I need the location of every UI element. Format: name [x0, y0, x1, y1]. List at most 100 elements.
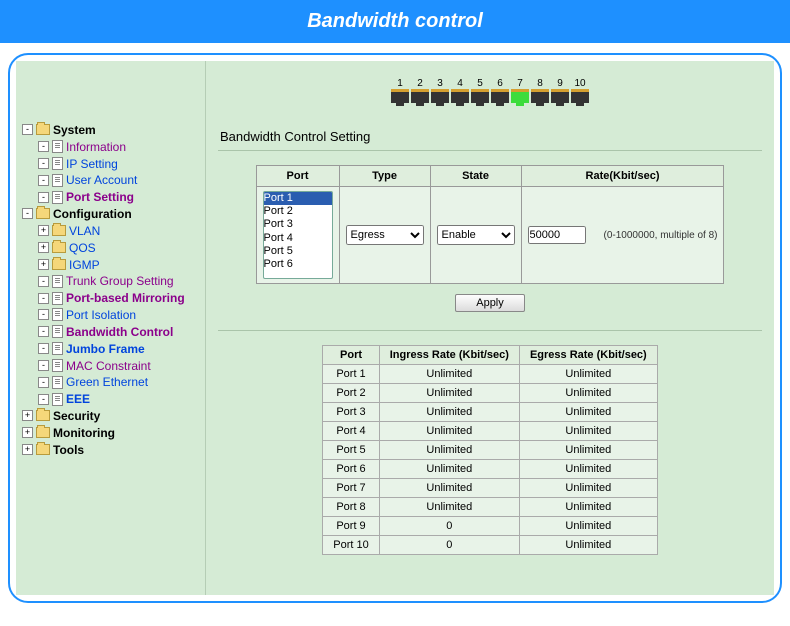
nav-item[interactable]: MAC Constraint — [66, 358, 151, 372]
port-number: 5 — [470, 78, 490, 89]
folder-icon — [52, 242, 66, 253]
status-egress: Unlimited — [519, 479, 657, 498]
port-icon — [431, 89, 449, 103]
port-number: 6 — [490, 78, 510, 89]
rate-input[interactable] — [528, 226, 586, 244]
tree-expand-icon[interactable]: + — [22, 427, 33, 438]
tree-expand-icon[interactable]: - — [38, 394, 49, 405]
folder-icon — [52, 225, 66, 236]
apply-button[interactable]: Apply — [455, 294, 525, 312]
status-ingress: 0 — [379, 536, 519, 555]
tree-expand-icon[interactable]: - — [38, 141, 49, 152]
port-select[interactable]: Port 1Port 2Port 3Port 4Port 5Port 6 — [263, 191, 333, 279]
folder-icon — [36, 124, 50, 135]
tree-expand-icon[interactable]: - — [22, 124, 33, 135]
document-icon — [52, 157, 63, 170]
status-egress: Unlimited — [519, 384, 657, 403]
status-port: Port 8 — [323, 498, 379, 517]
tree-expand-icon[interactable]: - — [38, 293, 49, 304]
folder-icon — [52, 259, 66, 270]
port-icon — [411, 89, 429, 103]
folder-icon — [36, 208, 50, 219]
status-egress: Unlimited — [519, 441, 657, 460]
nav-item[interactable]: Information — [66, 140, 126, 154]
status-ingress: Unlimited — [379, 422, 519, 441]
tree-expand-icon[interactable]: - — [38, 377, 49, 388]
nav-item[interactable]: Tools — [53, 443, 84, 457]
status-ingress: Unlimited — [379, 384, 519, 403]
tree-expand-icon[interactable]: - — [38, 343, 49, 354]
tree-expand-icon[interactable]: - — [38, 175, 49, 186]
nav-item[interactable]: Trunk Group Setting — [66, 274, 174, 288]
port-number: 1 — [390, 78, 410, 89]
nav-item[interactable]: VLAN — [69, 224, 100, 238]
status-egress: Unlimited — [519, 365, 657, 384]
tree-expand-icon[interactable]: - — [38, 276, 49, 287]
status-port: Port 3 — [323, 403, 379, 422]
port-number: 10 — [570, 78, 590, 89]
nav-item[interactable]: IP Setting — [66, 156, 118, 170]
document-icon — [52, 359, 63, 372]
tree-expand-icon[interactable]: + — [38, 259, 49, 270]
status-port: Port 7 — [323, 479, 379, 498]
tree-expand-icon[interactable]: + — [38, 242, 49, 253]
main-content: 12345678910 Bandwidth Control Setting Po… — [206, 61, 774, 595]
nav-item[interactable]: IGMP — [69, 257, 100, 271]
rate-hint: (0-1000000, multiple of 8) — [598, 230, 718, 241]
status-ingress: Unlimited — [379, 365, 519, 384]
port-icon — [551, 89, 569, 103]
document-icon — [52, 393, 63, 406]
col-state: State — [430, 166, 521, 187]
nav-sidebar: -System-Information-IP Setting-User Acco… — [16, 61, 206, 595]
nav-item[interactable]: Port Setting — [66, 190, 134, 204]
status-egress: Unlimited — [519, 536, 657, 555]
status-port: Port 6 — [323, 460, 379, 479]
status-port: Port 2 — [323, 384, 379, 403]
nav-item[interactable]: Security — [53, 409, 100, 423]
col-port: Port — [256, 166, 339, 187]
status-col-egress: Egress Rate (Kbit/sec) — [519, 346, 657, 365]
col-rate: Rate(Kbit/sec) — [521, 166, 724, 187]
tree-expand-icon[interactable]: + — [38, 225, 49, 236]
port-number: 3 — [430, 78, 450, 89]
port-number: 9 — [550, 78, 570, 89]
tree-expand-icon[interactable]: - — [22, 208, 33, 219]
document-icon — [52, 325, 63, 338]
status-egress: Unlimited — [519, 498, 657, 517]
nav-item[interactable]: Bandwidth Control — [66, 325, 173, 339]
port-icon — [571, 89, 589, 103]
status-egress: Unlimited — [519, 403, 657, 422]
port-icon — [451, 89, 469, 103]
nav-item[interactable]: Monitoring — [53, 426, 115, 440]
document-icon — [52, 191, 63, 204]
nav-item[interactable]: Configuration — [53, 207, 132, 221]
status-ingress: 0 — [379, 517, 519, 536]
nav-item[interactable]: Jumbo Frame — [66, 342, 145, 356]
type-select[interactable]: Egress — [346, 225, 424, 245]
document-icon — [52, 342, 63, 355]
port-number: 7 — [510, 78, 530, 89]
document-icon — [52, 292, 63, 305]
nav-item[interactable]: Port Isolation — [66, 308, 136, 322]
nav-item[interactable]: User Account — [66, 173, 137, 187]
tree-expand-icon[interactable]: - — [38, 309, 49, 320]
status-col-port: Port — [323, 346, 379, 365]
tree-expand-icon[interactable]: + — [22, 410, 33, 421]
folder-icon — [36, 427, 50, 438]
document-icon — [52, 140, 63, 153]
nav-item[interactable]: System — [53, 123, 96, 137]
tree-expand-icon[interactable]: - — [38, 326, 49, 337]
port-status-strip: 12345678910 — [218, 75, 762, 103]
tree-expand-icon[interactable]: - — [38, 158, 49, 169]
tree-expand-icon[interactable]: + — [22, 444, 33, 455]
state-select[interactable]: Enable — [437, 225, 515, 245]
port-icon — [531, 89, 549, 103]
nav-item[interactable]: EEE — [66, 392, 90, 406]
status-ingress: Unlimited — [379, 441, 519, 460]
tree-expand-icon[interactable]: - — [38, 360, 49, 371]
nav-item[interactable]: Port-based Mirroring — [66, 291, 185, 305]
tree-expand-icon[interactable]: - — [38, 192, 49, 203]
nav-item[interactable]: QOS — [69, 241, 96, 255]
document-icon — [52, 174, 63, 187]
nav-item[interactable]: Green Ethernet — [66, 375, 148, 389]
